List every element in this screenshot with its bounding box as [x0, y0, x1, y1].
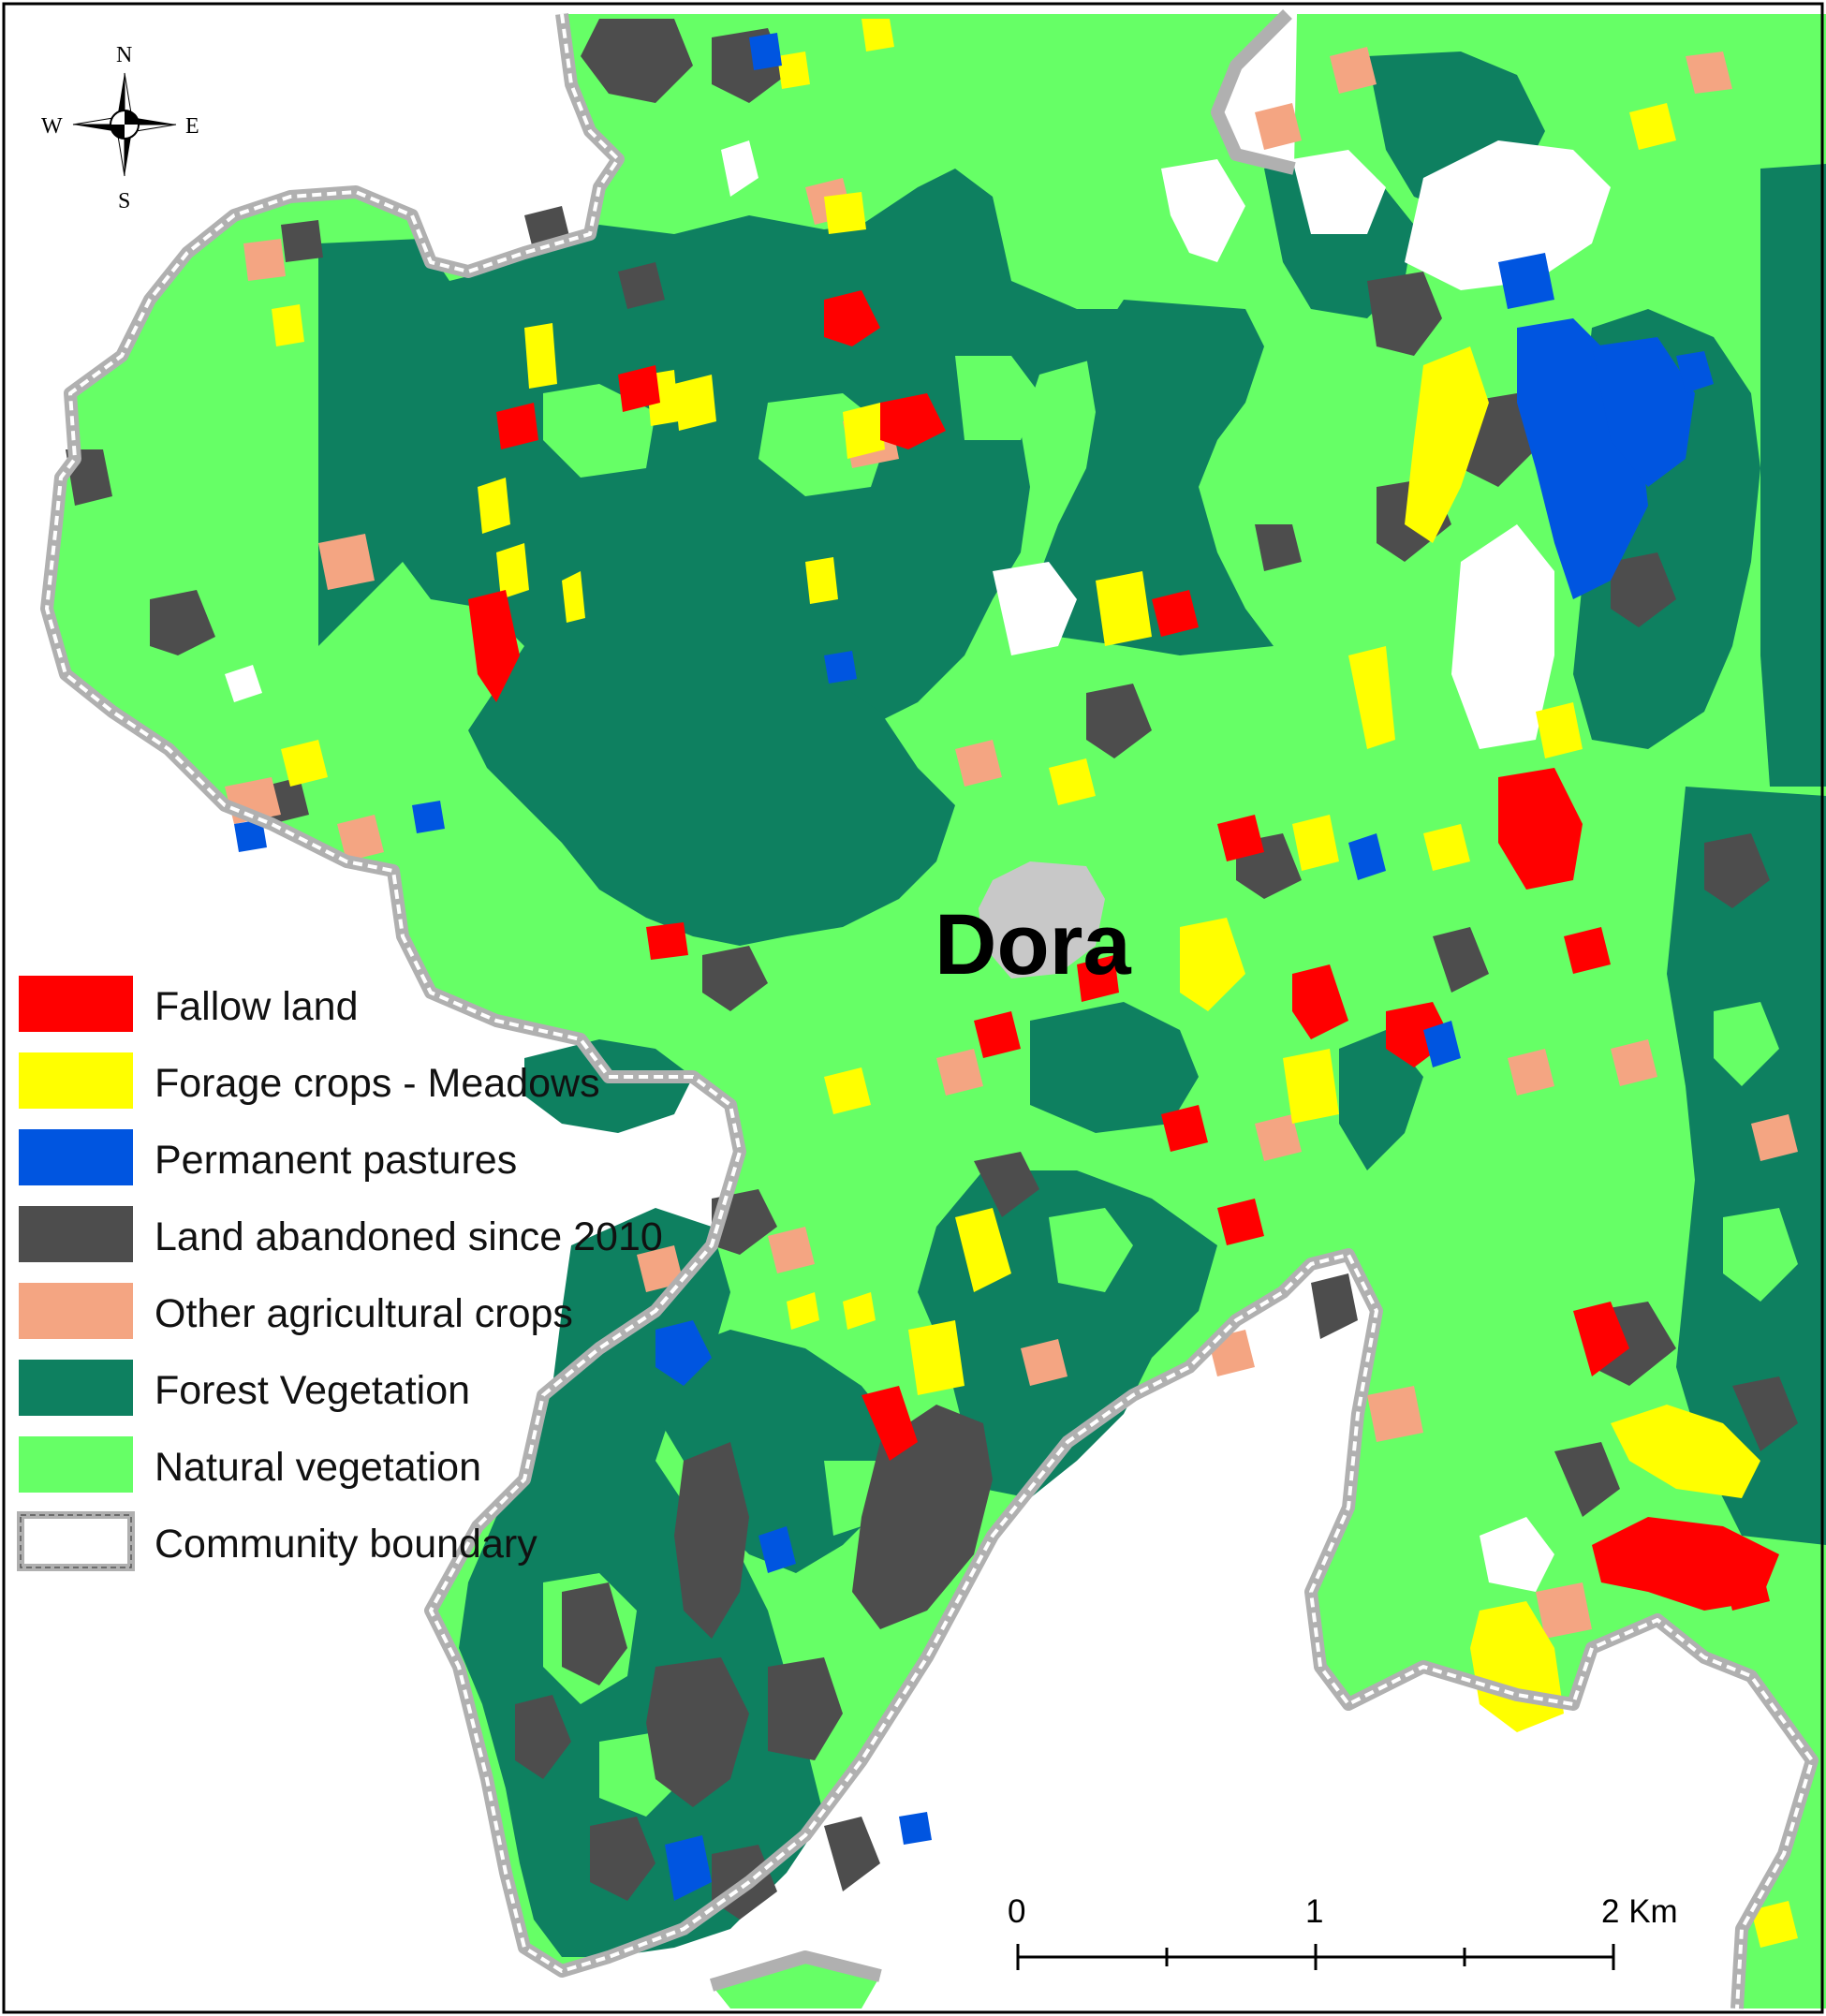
- legend-item-natural-vegetation: Natural vegetation: [19, 1436, 481, 1493]
- scale-label-0: 0: [1008, 1893, 1025, 1930]
- legend-swatch-forage-crops: [19, 1052, 133, 1109]
- unclassified-areas: [225, 140, 1611, 1751]
- compass-north-label: N: [116, 43, 132, 67]
- legend-swatch-forest-vegetation: [19, 1360, 133, 1416]
- legend: Fallow land Forage crops - Meadows Perma…: [17, 976, 663, 1571]
- legend-item-forest-vegetation: Forest Vegetation: [19, 1360, 470, 1416]
- legend-swatch-community-boundary: [17, 1511, 135, 1571]
- legend-swatch-permanent-pastures: [19, 1129, 133, 1185]
- legend-swatch-abandoned-land: [19, 1206, 133, 1262]
- place-label: Dora: [935, 897, 1131, 993]
- scale-bar: 0 1 2 Km: [1008, 1893, 1678, 1970]
- fallow-land-parcels: [468, 290, 1779, 1611]
- forage-crop-parcels: [272, 19, 1798, 1948]
- legend-item-permanent-pastures: Permanent pastures: [19, 1129, 517, 1185]
- legend-item-fallow-land: Fallow land: [19, 976, 359, 1032]
- legend-label-fallow-land: Fallow land: [155, 984, 359, 1029]
- legend-swatch-other-crops: [19, 1283, 133, 1339]
- legend-label-forest-vegetation: Forest Vegetation: [155, 1368, 470, 1413]
- legend-label-natural-vegetation: Natural vegetation: [155, 1445, 481, 1490]
- compass-west-label: W: [41, 114, 63, 139]
- scale-label-2: 2 Km: [1601, 1893, 1678, 1930]
- scale-label-1: 1: [1305, 1893, 1323, 1930]
- legend-label-community-boundary: Community boundary: [155, 1522, 537, 1567]
- legend-label-other-crops: Other agricultural crops: [155, 1291, 573, 1336]
- legend-label-permanent-pastures: Permanent pastures: [155, 1138, 517, 1183]
- legend-item-forage-crops: Forage crops - Meadows: [19, 1052, 600, 1109]
- village-area: [979, 861, 1105, 979]
- legend-item-abandoned-land: Land abandoned since 2010: [19, 1206, 663, 1262]
- permanent-pasture-parcels: [234, 33, 1714, 1901]
- legend-item-other-crops: Other agricultural crops: [19, 1283, 573, 1339]
- compass-rose-icon: [72, 72, 177, 177]
- community-boundary-inner: [45, 13, 1814, 2009]
- compass-east-label: E: [185, 114, 199, 139]
- legend-swatch-natural-vegetation: [19, 1436, 133, 1493]
- legend-label-abandoned-land: Land abandoned since 2010: [155, 1214, 663, 1259]
- legend-item-community-boundary: Community boundary: [17, 1511, 537, 1571]
- legend-swatch-fallow-land: [19, 976, 133, 1032]
- legend-label-forage-crops: Forage crops - Meadows: [155, 1061, 600, 1106]
- compass-south-label: S: [118, 189, 130, 213]
